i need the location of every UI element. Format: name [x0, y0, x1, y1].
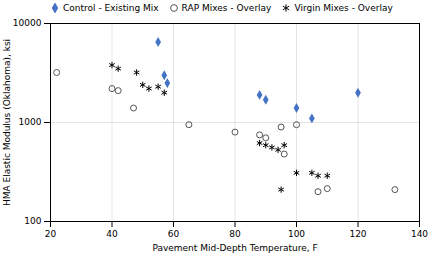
svg-text:60: 60 [168, 229, 180, 239]
svg-text:HMA Elastic Modulus (Oklahoma): HMA Elastic Modulus (Oklahoma), ksi [2, 39, 12, 206]
svg-text:100: 100 [24, 216, 41, 226]
html-text:Control - Existing Mix: Control - Existing Mix [63, 3, 159, 13]
svg-text:120: 120 [349, 229, 366, 239]
svg-text:40: 40 [106, 229, 118, 239]
html-text:Virgin Mixes - Overlay: Virgin Mixes - Overlay [294, 3, 393, 13]
svg-text:1000: 1000 [19, 117, 42, 127]
svg-text:80: 80 [229, 229, 241, 239]
svg-text:100: 100 [288, 229, 305, 239]
svg-text:Pavement Mid-Depth Temperature: Pavement Mid-Depth Temperature, F [152, 243, 317, 253]
svg-text:10000: 10000 [13, 18, 42, 28]
svg-text:140: 140 [411, 229, 428, 239]
svg-text:20: 20 [45, 229, 57, 239]
html-text:RAP Mixes - Overlay: RAP Mixes - Overlay [181, 3, 272, 13]
